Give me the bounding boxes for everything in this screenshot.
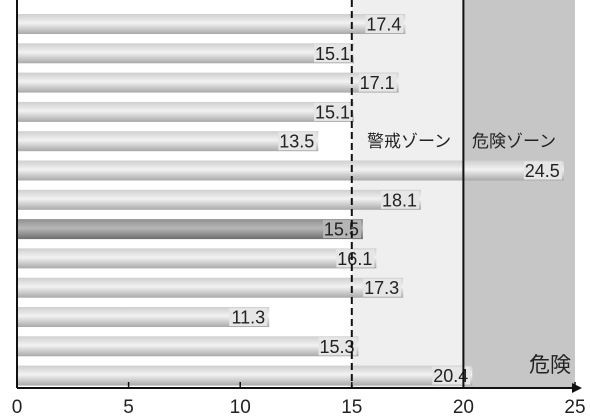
bar [17,248,377,269]
x-axis-arrow [572,383,582,393]
bar [17,72,399,93]
bar-value-box [336,249,375,268]
bar [17,101,355,122]
bar-value-label: 15.3 [319,337,354,357]
bar-value-box [358,73,397,92]
bar-value-box [278,132,317,151]
bar [17,336,359,357]
x-tick-label: 5 [123,397,134,418]
x-axis: 0 5 10 15 20 25 [12,0,586,418]
x-tick-label: 20 [453,397,474,418]
bar-value-label: 15.5 [324,220,359,240]
bar [17,219,363,240]
bar-value-box [380,190,419,209]
bar-value-label: 15.1 [315,102,350,122]
danger-label: 危険 [529,353,571,377]
x-tick-label: 10 [230,397,251,418]
zone-label-warning: 警戒ゾーン [367,132,451,152]
bar [17,277,404,298]
bar-value-label: 15.1 [315,44,350,64]
bar [17,365,473,386]
bar-value-label: 11.3 [232,308,266,328]
bar-value-box [365,15,404,33]
bar-value-label: 24.5 [525,161,560,181]
zone-label-danger-bg [466,130,571,153]
bar [17,131,319,152]
bars: 17.415.117.115.113.524.518.115.516.117.3… [17,14,564,386]
bar-value-label: 17.4 [366,15,401,35]
bar-value-box [229,308,268,326]
bar-value-label: 13.5 [279,132,314,152]
bar-value-box [314,44,353,63]
bar [17,14,406,34]
bar-value-box [363,278,402,297]
zones [351,0,575,388]
bar-value-label: 17.3 [364,278,399,298]
bar-value-label: 18.1 [382,190,417,210]
bar [17,160,564,181]
bar-value-box [314,102,353,121]
bar-value-box [432,366,471,385]
zone-label-danger: 危険ゾーン [472,132,556,152]
bar [17,307,270,327]
bar-value-box [523,161,562,180]
bar [17,189,421,210]
bar-value-label: 17.1 [360,73,395,93]
bar-value-label: 20.4 [433,366,468,386]
bar-value-label: 16.1 [337,249,372,269]
bar-value-box [318,337,357,356]
bar [17,43,355,64]
x-tick-label: 0 [12,397,23,418]
x-tick-label: 25 [564,397,585,418]
zone-background-2 [463,0,575,388]
x-tick-label: 15 [341,397,362,418]
